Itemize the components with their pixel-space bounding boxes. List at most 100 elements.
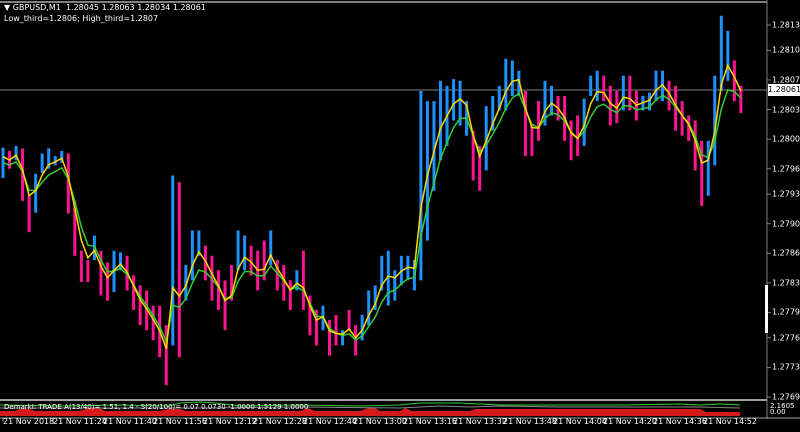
- down-bar: [523, 90, 527, 157]
- down-bar: [301, 250, 305, 310]
- up-bar: [654, 70, 658, 102]
- down-bar: [530, 125, 534, 157]
- up-bar: [119, 252, 123, 271]
- time-label: 21 Nov 13:16: [403, 417, 457, 426]
- up-bar: [60, 150, 64, 163]
- up-bar: [491, 96, 495, 131]
- up-bar: [719, 15, 723, 91]
- ohlc-values: 1.28045 1.28063 1.28034 1.28061: [65, 3, 206, 12]
- symbol-label: GBPUSD,M1: [12, 3, 61, 12]
- up-bar: [439, 80, 443, 161]
- down-bar: [223, 280, 227, 331]
- up-bar: [497, 85, 501, 111]
- up-bar: [713, 75, 717, 166]
- down-bar: [275, 260, 279, 291]
- chart-shift-handle[interactable]: [765, 285, 768, 333]
- down-bar: [66, 153, 70, 214]
- down-bar: [347, 309, 351, 331]
- down-bar: [478, 145, 482, 191]
- dropdown-triangle-icon[interactable]: ▼: [4, 3, 11, 12]
- chart-header: ▼ GBPUSD,M1 1.28045 1.28063 1.28034 1.28…: [4, 3, 206, 12]
- down-bar: [628, 75, 632, 111]
- time-label: 21 Nov 12:44: [303, 417, 357, 426]
- down-bar: [576, 115, 580, 157]
- up-bar: [510, 60, 514, 97]
- time-label: 21 Nov 13:00: [353, 417, 407, 426]
- up-bar: [341, 330, 345, 346]
- price-ticks: [767, 24, 771, 398]
- down-bar: [145, 290, 149, 331]
- price-label: 1.28003: [772, 134, 800, 144]
- up-bar: [647, 92, 651, 111]
- up-bar: [269, 230, 273, 266]
- down-bar: [164, 325, 168, 386]
- time-label: 21 Nov 12:12: [203, 417, 257, 426]
- down-bar: [288, 280, 292, 310]
- up-bar: [517, 70, 521, 97]
- down-bar: [602, 75, 606, 102]
- price-label: 1.27903: [772, 219, 800, 229]
- up-bar: [393, 270, 397, 301]
- ma-fast-line: [2, 63, 742, 350]
- bar-series: [1, 15, 743, 386]
- indicator-red-area: [0, 408, 740, 416]
- up-bar: [360, 314, 364, 341]
- subwindow-title: DemarkI: TRADE A(13/40)= 1.51, 1.4 - S(2…: [4, 403, 309, 411]
- time-label: 21 Nov 14:36: [653, 417, 707, 426]
- up-bar: [419, 90, 423, 281]
- up-bar: [171, 175, 175, 346]
- up-bar: [367, 290, 371, 326]
- up-bar: [484, 106, 488, 171]
- down-bar: [732, 60, 736, 102]
- time-label: 21 Nov 11:40: [103, 417, 157, 426]
- up-bar: [53, 156, 57, 166]
- down-bar: [667, 80, 671, 111]
- subwindow-axis-max: 2.1605: [770, 402, 795, 410]
- ma-slow-line: [2, 89, 742, 345]
- price-label: 1.28038: [772, 105, 800, 115]
- up-bar: [504, 58, 508, 111]
- price-label: 1.28138: [772, 20, 800, 30]
- down-bar: [21, 148, 25, 201]
- down-bar: [700, 140, 704, 206]
- up-bar: [40, 153, 44, 173]
- down-bar: [608, 85, 612, 126]
- price-label: 1.27733: [772, 362, 800, 372]
- down-bar: [328, 320, 331, 356]
- down-bar: [471, 130, 475, 181]
- down-bar: [105, 262, 109, 301]
- up-bar: [621, 75, 625, 111]
- price-label: 1.28108: [772, 45, 800, 55]
- up-bar: [550, 85, 554, 116]
- price-label: 1.27938: [772, 189, 800, 199]
- down-bar: [177, 182, 181, 358]
- up-bar: [595, 70, 599, 102]
- up-bar: [386, 250, 390, 306]
- down-bar: [687, 115, 691, 141]
- up-bar: [706, 140, 710, 196]
- down-bar: [73, 200, 77, 256]
- down-bar: [569, 120, 573, 161]
- down-bar: [79, 250, 83, 283]
- time-label: 21 Nov 14:52: [703, 417, 757, 426]
- down-bar: [308, 295, 312, 336]
- time-label: 21 Nov 14:04: [553, 417, 607, 426]
- time-label: 21 Nov 12:28: [253, 417, 307, 426]
- time-label: 21 Nov 13:32: [453, 417, 507, 426]
- price-label: 1.27968: [772, 164, 800, 174]
- indicator-green-line: [0, 401, 741, 407]
- price-label: 1.27698: [772, 392, 800, 402]
- time-label: 21 Nov 2018: [3, 417, 55, 426]
- time-label: 21 Nov 13:48: [503, 417, 557, 426]
- price-label: 1.27868: [772, 248, 800, 258]
- down-bar: [99, 250, 103, 296]
- price-label: 1.28073: [772, 75, 800, 85]
- time-label: 21 Nov 11:24: [53, 417, 107, 426]
- up-bar: [432, 101, 436, 191]
- down-bar: [282, 265, 286, 301]
- down-bar: [334, 314, 338, 346]
- up-bar: [373, 285, 377, 310]
- indicator-info: Low_third=1.2806; High_third=1.2807: [4, 14, 159, 23]
- down-bar: [132, 275, 136, 310]
